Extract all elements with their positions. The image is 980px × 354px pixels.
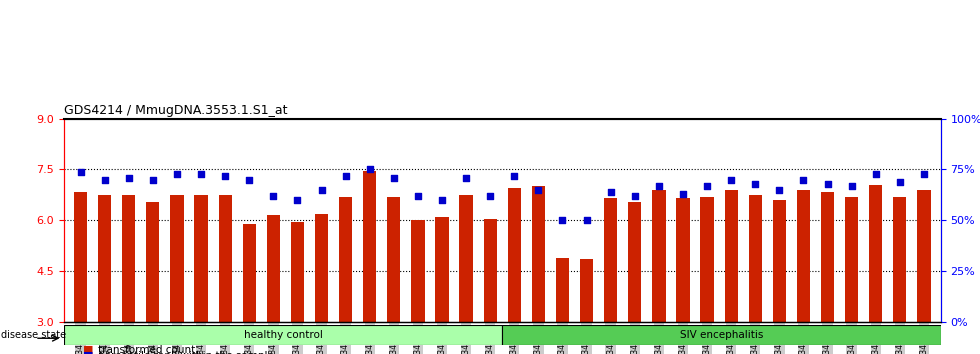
Bar xyxy=(219,195,232,322)
Bar xyxy=(676,198,690,322)
Bar xyxy=(532,187,545,322)
Point xyxy=(290,197,306,203)
Point xyxy=(266,193,281,199)
Bar xyxy=(243,224,256,322)
Point xyxy=(723,177,739,183)
Text: GDS4214 / MmugDNA.3553.1.S1_at: GDS4214 / MmugDNA.3553.1.S1_at xyxy=(64,104,287,118)
Bar xyxy=(171,195,183,322)
Point xyxy=(651,183,666,189)
Point xyxy=(314,187,329,193)
Point xyxy=(434,197,450,203)
Point xyxy=(916,171,932,176)
Point xyxy=(193,171,209,176)
Point xyxy=(675,191,691,197)
Text: ■: ■ xyxy=(83,345,94,354)
Bar xyxy=(556,258,569,322)
Bar xyxy=(580,259,593,322)
Point xyxy=(362,167,377,172)
Bar xyxy=(797,190,810,322)
Point xyxy=(241,177,257,183)
Bar xyxy=(724,190,738,322)
Point xyxy=(603,189,618,195)
Bar xyxy=(604,198,617,322)
Text: SIV encephalitis: SIV encephalitis xyxy=(680,330,763,340)
Bar xyxy=(483,219,497,322)
Bar xyxy=(98,195,112,322)
Point xyxy=(627,193,643,199)
Point xyxy=(386,175,402,181)
Point xyxy=(459,175,474,181)
Bar xyxy=(917,190,931,322)
Point xyxy=(97,177,113,183)
Point xyxy=(796,177,811,183)
Bar xyxy=(460,195,472,322)
Point xyxy=(892,179,907,184)
Point xyxy=(410,193,425,199)
Bar xyxy=(701,196,713,322)
Bar xyxy=(628,202,641,322)
Text: transformed count: transformed count xyxy=(98,345,195,354)
Bar xyxy=(772,200,786,322)
Bar xyxy=(146,202,160,322)
Bar xyxy=(364,171,376,322)
Bar xyxy=(869,185,882,322)
Point xyxy=(579,217,595,223)
Bar xyxy=(653,190,665,322)
Bar xyxy=(502,325,941,345)
Point xyxy=(868,171,884,176)
Point xyxy=(482,193,498,199)
Point xyxy=(555,217,570,223)
Bar xyxy=(749,195,761,322)
Text: ■: ■ xyxy=(83,351,94,354)
Bar xyxy=(387,196,401,322)
Bar xyxy=(821,192,834,322)
Bar xyxy=(315,213,328,322)
Bar xyxy=(845,196,858,322)
Bar xyxy=(435,217,449,322)
Bar xyxy=(291,222,304,322)
Point xyxy=(170,171,185,176)
Bar xyxy=(267,215,280,322)
Point xyxy=(699,183,714,189)
Point xyxy=(819,181,835,187)
Point xyxy=(218,173,233,178)
Text: percentile rank within the sample: percentile rank within the sample xyxy=(98,351,273,354)
Point xyxy=(121,175,136,181)
Bar xyxy=(194,195,208,322)
Bar xyxy=(893,196,907,322)
Point xyxy=(73,169,88,175)
Bar xyxy=(122,195,135,322)
Point xyxy=(145,177,161,183)
Point xyxy=(338,173,354,178)
Point xyxy=(507,173,522,178)
Text: disease state: disease state xyxy=(1,330,66,339)
Point xyxy=(748,181,763,187)
Bar xyxy=(339,196,352,322)
Bar xyxy=(64,325,502,345)
Bar xyxy=(412,220,424,322)
Bar xyxy=(74,192,87,322)
Point xyxy=(844,183,859,189)
Bar xyxy=(508,188,521,322)
Point xyxy=(771,187,787,193)
Point xyxy=(530,187,546,193)
Text: healthy control: healthy control xyxy=(244,330,322,340)
